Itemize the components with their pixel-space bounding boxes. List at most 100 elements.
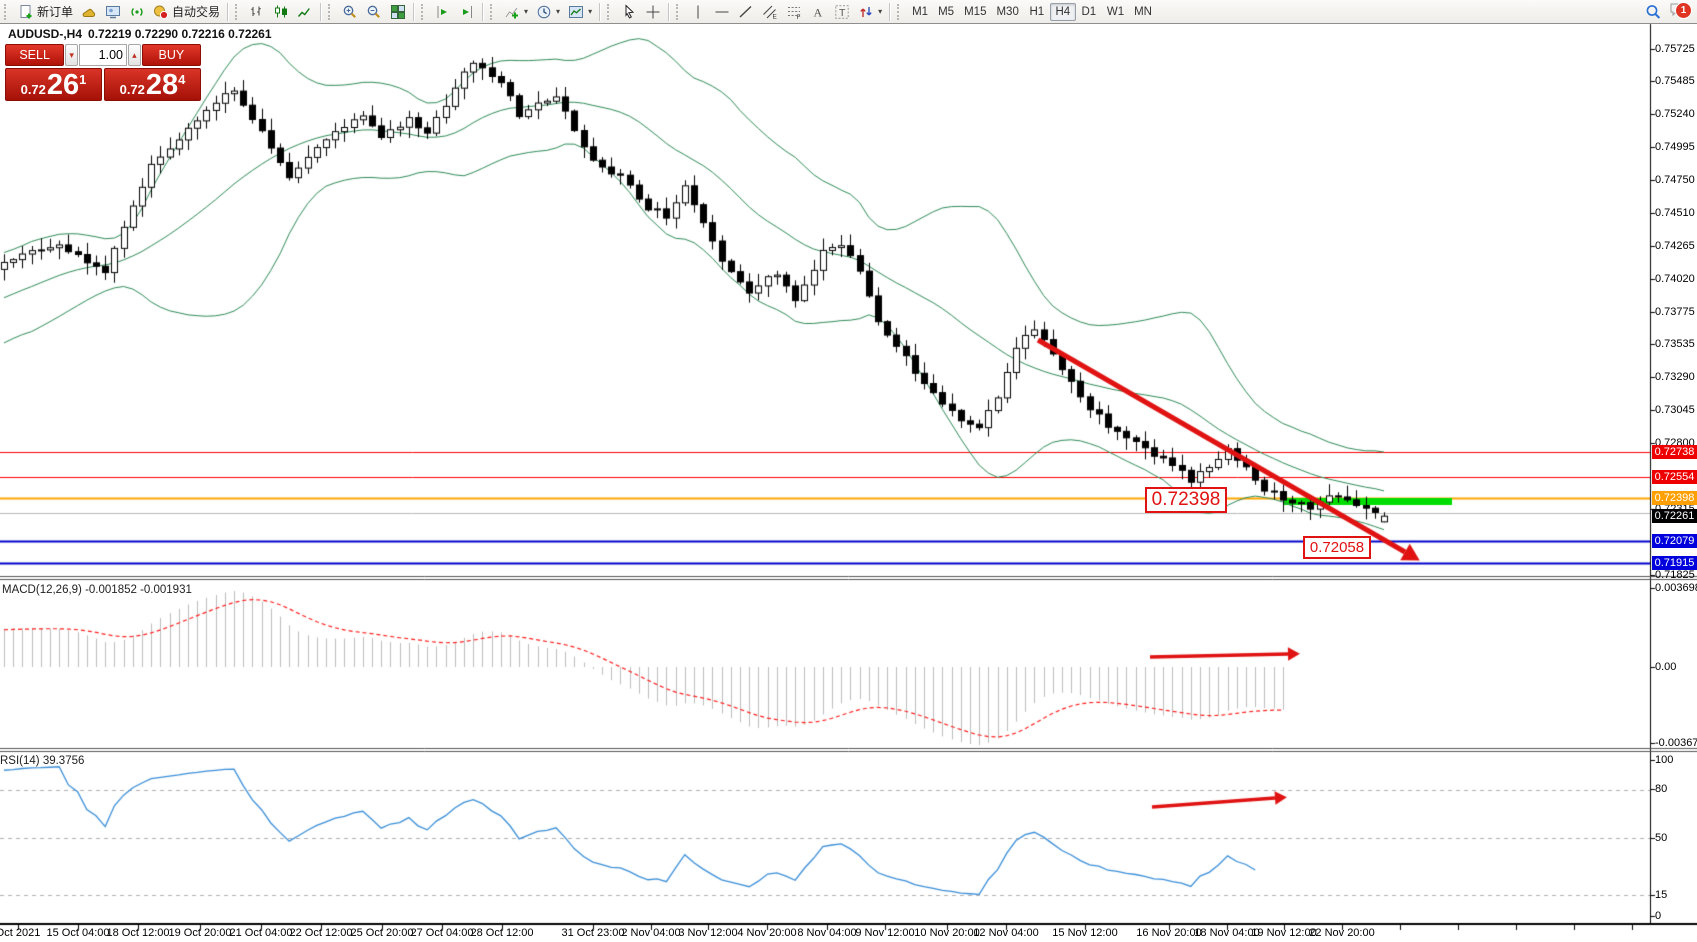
tile-windows-icon-glyph <box>390 4 406 20</box>
history-center-icon[interactable] <box>77 2 101 22</box>
signals-icon-glyph <box>129 4 145 20</box>
timeframe-m1-button[interactable]: M1 <box>907 3 933 21</box>
indicators-button[interactable]: ▾ <box>500 2 532 22</box>
time-axis-label: 27 Oct 04:00 <box>410 927 474 939</box>
tile-windows-icon[interactable] <box>386 2 410 22</box>
new-order-button[interactable]: 新订单 <box>14 2 77 22</box>
price-row: 0.72 26 1 0.72 28 4 <box>5 68 201 101</box>
price-axis-tick: 0.73775 <box>1655 306 1695 318</box>
zoom-out-icon[interactable] <box>362 2 386 22</box>
templates-button[interactable]: ▾ <box>564 2 596 22</box>
horizontal-line-icon[interactable] <box>710 2 734 22</box>
templates-glyph <box>568 4 584 20</box>
auto-scroll-icon-glyph <box>459 4 475 20</box>
time-axis-label: 25 Oct 20:00 <box>350 927 414 939</box>
toolbar-grip <box>235 3 242 20</box>
triangle-up-icon: ▴ <box>132 49 137 60</box>
time-axis-label: 31 Oct 23:00 <box>561 927 625 939</box>
candlestick-chart-icon[interactable] <box>269 2 293 22</box>
fibonacci-icon[interactable]: F <box>782 2 806 22</box>
timeframe-m30-button[interactable]: M30 <box>991 3 1023 21</box>
line-chart-icon-glyph <box>297 4 313 20</box>
candlestick-chart-icon-glyph <box>273 4 289 20</box>
price-annotation-1[interactable]: 0.72398 <box>1145 487 1227 513</box>
arrows-icon[interactable]: ▾ <box>854 2 886 22</box>
time-axis-label: 22 Nov 20:00 <box>1309 927 1375 939</box>
time-axis-label: 21 Oct 04:00 <box>229 927 293 939</box>
crosshair-icon[interactable] <box>641 2 665 22</box>
rsi-axis-tick: 80 <box>1655 783 1668 795</box>
timeframe-m5-button[interactable]: M5 <box>933 3 959 21</box>
symbol-period-label: AUDUSD-,H4 <box>8 27 83 41</box>
sell-button[interactable]: SELL <box>5 44 65 66</box>
vertical-line-icon[interactable] <box>686 2 710 22</box>
price-axis-tick: 0.73290 <box>1655 371 1695 383</box>
price-axis-tick: 0.74995 <box>1655 141 1695 153</box>
triangle-down-icon: ▾ <box>69 49 74 60</box>
zoom-in-icon[interactable] <box>338 2 362 22</box>
text-label-icon[interactable]: T <box>830 2 854 22</box>
notifications-icon[interactable]: 1 <box>1669 1 1693 23</box>
time-axis-label: 10 Nov 20:00 <box>914 927 980 939</box>
equidistant-channel-icon-glyph: E <box>762 4 778 20</box>
volume-input[interactable] <box>79 44 127 66</box>
trade-row: SELL ▾ ▴ BUY <box>5 44 201 66</box>
volume-increase-button[interactable]: ▴ <box>128 44 141 66</box>
chevron-down-icon: ▾ <box>556 7 561 16</box>
toolbar-grip <box>676 3 683 20</box>
signals-icon[interactable] <box>125 2 149 22</box>
periods-glyph <box>536 4 552 20</box>
fibonacci-icon-glyph: F <box>786 4 802 20</box>
price-axis-tick: 0.75725 <box>1655 43 1695 55</box>
zoom-in-icon-glyph <box>342 4 358 20</box>
price-axis-badge: 0.72079 <box>1652 534 1697 548</box>
price-axis-tick: 0.74265 <box>1655 240 1695 252</box>
price-axis-tick: 0.71825 <box>1655 569 1695 581</box>
rsi-axis-tick: 15 <box>1655 889 1668 901</box>
buy-price-display[interactable]: 0.72 28 4 <box>104 68 201 101</box>
timeframe-d1-button[interactable]: D1 <box>1076 3 1102 21</box>
crosshair-icon-glyph <box>645 4 661 20</box>
time-axis-label: 16 Nov 20:00 <box>1136 927 1202 939</box>
price-axis-tick: 0.75240 <box>1655 108 1695 120</box>
sell-price-display[interactable]: 0.72 26 1 <box>5 68 102 101</box>
timeframe-w1-button[interactable]: W1 <box>1102 3 1129 21</box>
price-axis-tick: 0.74510 <box>1655 207 1695 219</box>
buy-button[interactable]: BUY <box>141 44 201 66</box>
market-watch-icon[interactable] <box>101 2 125 22</box>
trendline-icon[interactable] <box>734 2 758 22</box>
toolbar-separator <box>668 2 670 21</box>
new-order-button-label: 新订单 <box>37 5 74 19</box>
periods-button[interactable]: ▾ <box>532 2 564 22</box>
timeframe-mn-button[interactable]: MN <box>1129 3 1157 21</box>
autotrading-glyph <box>153 4 169 20</box>
price-annotation-2[interactable]: 0.72058 <box>1303 536 1371 559</box>
history-center-icon-glyph <box>81 4 97 20</box>
equidistant-channel-icon[interactable]: E <box>758 2 782 22</box>
line-chart-icon[interactable] <box>293 2 317 22</box>
timeframe-m15-button[interactable]: M15 <box>959 3 991 21</box>
search-icon[interactable] <box>1641 2 1665 22</box>
volume-decrease-button[interactable]: ▾ <box>65 44 78 66</box>
price-axis-tick: 0.75485 <box>1655 75 1695 87</box>
bar-chart-icon[interactable] <box>245 2 269 22</box>
macd-label: MACD(12,26,9) -0.001852 -0.001931 <box>2 584 192 596</box>
cursor-icon-glyph <box>621 3 637 20</box>
sell-price-prefix: 0.72 <box>20 82 46 97</box>
cursor-icon[interactable] <box>617 2 641 22</box>
chevron-down-icon: ▾ <box>524 7 529 16</box>
search-glyph <box>1645 4 1661 20</box>
time-axis-label: 12 Nov 04:00 <box>973 927 1039 939</box>
svg-text:A: A <box>814 5 823 19</box>
timeframe-h4-button[interactable]: H4 <box>1049 2 1076 21</box>
time-axis-label: 3 Nov 12:00 <box>678 927 738 939</box>
chart-shift-icon[interactable] <box>431 2 455 22</box>
timeframe-h1-button[interactable]: H1 <box>1024 3 1050 21</box>
text-icon-glyph: A <box>810 4 826 20</box>
text-icon[interactable]: A <box>806 2 830 22</box>
autotrading-button[interactable]: 自动交易 <box>149 2 224 22</box>
auto-scroll-icon[interactable] <box>455 2 479 22</box>
toolbar-separator <box>320 2 322 21</box>
